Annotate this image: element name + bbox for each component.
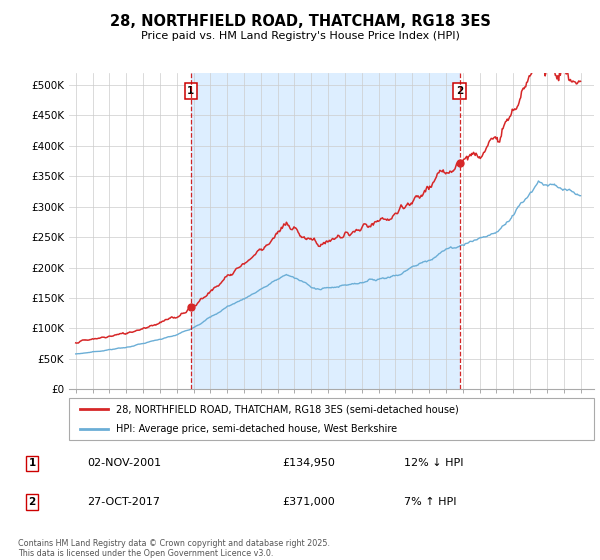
Text: £371,000: £371,000 <box>283 497 335 507</box>
Text: 27-OCT-2017: 27-OCT-2017 <box>87 497 160 507</box>
Text: Contains HM Land Registry data © Crown copyright and database right 2025.
This d: Contains HM Land Registry data © Crown c… <box>18 539 330 558</box>
Text: 2: 2 <box>29 497 36 507</box>
Text: 02-NOV-2001: 02-NOV-2001 <box>87 459 161 468</box>
Text: 2: 2 <box>456 86 463 96</box>
Text: 28, NORTHFIELD ROAD, THATCHAM, RG18 3ES: 28, NORTHFIELD ROAD, THATCHAM, RG18 3ES <box>110 14 490 29</box>
Bar <box>191 73 460 389</box>
FancyBboxPatch shape <box>69 398 594 440</box>
Text: HPI: Average price, semi-detached house, West Berkshire: HPI: Average price, semi-detached house,… <box>116 424 397 434</box>
Text: 7% ↑ HPI: 7% ↑ HPI <box>404 497 456 507</box>
Text: 28, NORTHFIELD ROAD, THATCHAM, RG18 3ES (semi-detached house): 28, NORTHFIELD ROAD, THATCHAM, RG18 3ES … <box>116 404 459 414</box>
Text: 1: 1 <box>29 459 36 468</box>
Text: 1: 1 <box>187 86 194 96</box>
Text: 12% ↓ HPI: 12% ↓ HPI <box>404 459 463 468</box>
Text: Price paid vs. HM Land Registry's House Price Index (HPI): Price paid vs. HM Land Registry's House … <box>140 31 460 41</box>
Text: £134,950: £134,950 <box>283 459 335 468</box>
